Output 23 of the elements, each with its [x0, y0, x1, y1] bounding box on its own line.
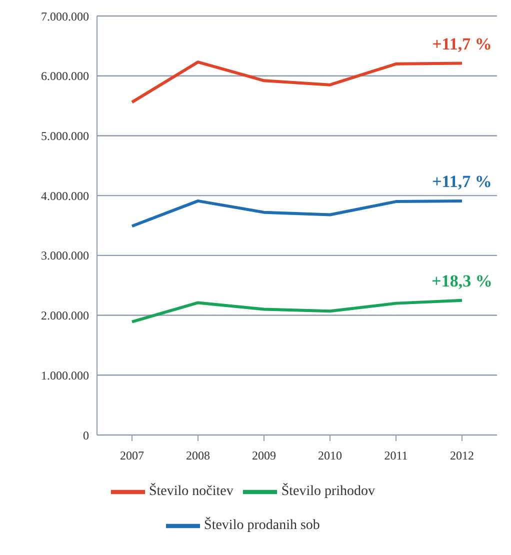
line-series — [130, 199, 464, 228]
annotation: +11,7 % — [432, 34, 492, 54]
y-tick-label: 3.000.000 — [41, 248, 89, 263]
x-tick-label: 2007 — [120, 448, 144, 463]
legend-label: Število prihodov — [281, 484, 376, 500]
x-tick-label: 2012 — [450, 448, 474, 463]
x-tick-label: 2008 — [186, 448, 210, 463]
y-tick-label: 7.000.000 — [41, 9, 89, 24]
legend-label: Število nočitev — [148, 484, 234, 500]
line-series — [130, 298, 464, 324]
y-tick-label: 2.000.000 — [41, 308, 89, 323]
y-tick-label: 0 — [83, 428, 89, 442]
legend-label: Število prodanih sob — [204, 518, 320, 534]
x-tick-label: 2010 — [318, 448, 342, 463]
x-tick-label: 2011 — [384, 448, 408, 463]
y-tick-label: 1.000.000 — [41, 368, 89, 382]
line-series — [130, 60, 464, 104]
annotation: +18,3 % — [432, 271, 492, 290]
y-tick-label: 4.000.000 — [41, 188, 89, 203]
annotation: +11,7 % — [432, 172, 492, 191]
x-tick-label: 2009 — [252, 448, 276, 463]
y-tick-label: 5.000.000 — [41, 128, 89, 143]
y-tick-label: 6.000.000 — [41, 69, 89, 84]
